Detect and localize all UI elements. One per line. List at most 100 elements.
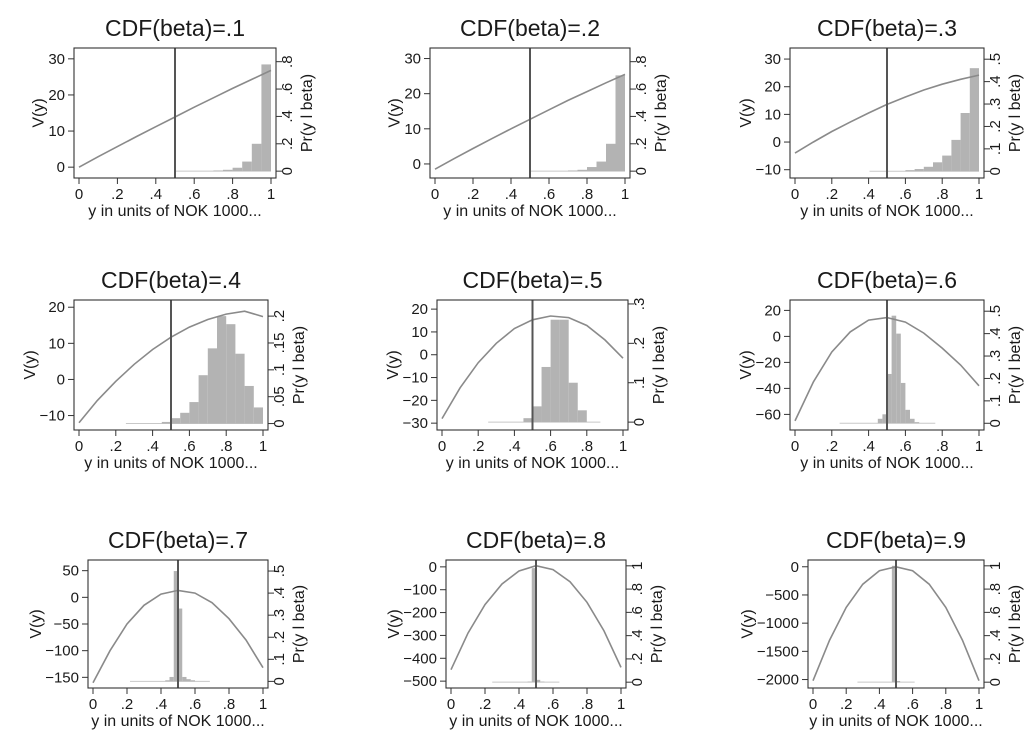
histogram-bar <box>223 169 233 172</box>
histogram-bar <box>596 161 606 172</box>
histogram-bar <box>969 68 979 172</box>
y2-tick-label: .4 <box>633 110 650 123</box>
y-axis-label: V(y) <box>386 609 403 638</box>
y2-tick-label: .6 <box>987 606 1004 619</box>
y-tick-label: 0 <box>791 559 799 576</box>
y2-tick-label: 1 <box>629 562 646 570</box>
y2-tick-label: .2 <box>987 120 1004 133</box>
y2-axis-label: Pr(y l beta) <box>1007 585 1024 663</box>
histogram-bar <box>891 565 896 683</box>
x-tick-label: .8 <box>581 438 594 455</box>
panel-title: CDF(beta)=.1 <box>105 15 245 41</box>
x-tick-label: .8 <box>581 186 594 203</box>
x-tick-label: .6 <box>906 696 919 713</box>
y-axis-label: V(y) <box>28 609 45 638</box>
panel-9: CDF(beta)=.90.2.4.6.8 1y in units of NOK … <box>740 527 1025 730</box>
x-tick-label: .8 <box>220 438 233 455</box>
plot-frame <box>789 47 985 179</box>
y2-tick-label: .2 <box>279 138 296 151</box>
y-axis-label: V(y) <box>30 98 47 127</box>
y-tick-label: −30 <box>403 415 428 432</box>
y2-tick-label: .3 <box>987 350 1004 363</box>
y-tick-label: 30 <box>48 51 65 68</box>
x-tick-label: 1 <box>975 186 983 203</box>
panel-3: CDF(beta)=.3 0 .2 .4 .6 .8 1y in units of NOK … <box>738 15 1024 220</box>
x-axis-label: y in units of NOK 1000... <box>91 713 264 730</box>
histogram-bar <box>887 373 892 424</box>
x-tick-label: .6 <box>189 696 202 713</box>
y2-tick-label: .3 <box>987 98 1004 111</box>
histogram-bar <box>905 170 915 172</box>
y2-tick-label: .8 <box>629 583 646 596</box>
y2-tick-label: .2 <box>633 138 650 151</box>
x-tick-label: .8 <box>940 696 953 713</box>
histogram-bar <box>891 315 897 424</box>
y-tick-label: −500 <box>403 673 437 690</box>
y2-tick-label: .4 <box>271 587 288 600</box>
y-tick-label: −100 <box>45 643 79 660</box>
y2-tick-label: .15 <box>271 333 288 354</box>
histogram-bar <box>180 412 190 424</box>
y-axis-label: V(y) <box>738 98 755 127</box>
y2-tick-label: .1 <box>631 376 648 389</box>
x-tick-label: .2 <box>467 186 480 203</box>
histogram-bar <box>523 418 533 423</box>
y2-tick-label: .8 <box>987 583 1004 596</box>
histogram-bar <box>577 410 587 423</box>
x-tick-label: .6 <box>899 186 912 203</box>
panel-title: CDF(beta)=.4 <box>101 267 241 293</box>
histogram-bar <box>190 680 195 682</box>
x-tick-label: 0 <box>431 186 439 203</box>
y2-tick-label: .4 <box>279 110 296 123</box>
histogram-bar <box>541 366 551 423</box>
x-tick-label: .2 <box>826 186 839 203</box>
x-tick-label: 0 <box>791 438 799 455</box>
histogram-bar <box>207 348 217 424</box>
y-tick-label: 0 <box>413 156 421 173</box>
x-axis-label: y in units of NOK 1000... <box>809 713 982 730</box>
y2-tick-label: .4 <box>987 75 1004 88</box>
y-tick-label: −20 <box>403 392 428 409</box>
y-tick-label: 20 <box>48 87 65 104</box>
x-tick-label: .6 <box>188 186 201 203</box>
y2-tick-label: 0 <box>987 167 1004 175</box>
histogram-bar <box>900 382 906 424</box>
y-tick-label: 10 <box>764 106 781 123</box>
plot-frame <box>807 559 985 689</box>
histogram-bar <box>217 316 227 424</box>
y-tick-label: −1500 <box>757 643 799 660</box>
x-tick-label: 0 <box>89 696 97 713</box>
x-tick-label: .4 <box>146 438 159 455</box>
panel-1: CDF(beta)=.1 0 .2 .4 .6 .8 1 y in units of NOK … <box>30 15 316 220</box>
x-tick-label: .4 <box>513 696 526 713</box>
y2-axis-label: Pr(y l beta) <box>649 585 666 663</box>
x-tick-label: .8 <box>936 438 949 455</box>
x-tick-label: .6 <box>543 186 556 203</box>
panel-6: CDF(beta)=.6 0 .2 .4 .6 .8 1y in units of NOK … <box>738 267 1024 472</box>
y-tick-label: −1000 <box>757 615 799 632</box>
histogram-bar <box>527 681 532 683</box>
x-tick-label: .2 <box>121 696 134 713</box>
y-tick-label: −10 <box>403 370 428 387</box>
x-tick-label: .2 <box>479 696 492 713</box>
histogram-bar <box>235 353 245 424</box>
histogram-bar <box>606 143 616 172</box>
y-axis-label: V(y) <box>740 609 757 638</box>
panel-title: CDF(beta)=.9 <box>826 527 966 553</box>
plot-frame <box>445 559 627 689</box>
y-tick-label: 20 <box>404 86 421 103</box>
y-tick-label: −20 <box>756 354 781 371</box>
y2-tick-label: 0 <box>633 167 650 175</box>
histogram-bar <box>942 155 952 172</box>
y-tick-label: 10 <box>411 324 428 341</box>
panel-title: CDF(beta)=.6 <box>817 267 957 293</box>
y2-tick-label: .5 <box>987 53 1004 66</box>
plot-frame <box>73 299 269 431</box>
y2-tick-label: .5 <box>271 565 288 578</box>
histogram-bar <box>587 167 597 172</box>
y2-tick-label: .6 <box>279 83 296 96</box>
x-tick-label: 0 <box>438 438 446 455</box>
y-tick-label: 20 <box>48 299 65 316</box>
y-tick-label: −200 <box>403 605 437 622</box>
x-tick-label: .4 <box>873 696 886 713</box>
